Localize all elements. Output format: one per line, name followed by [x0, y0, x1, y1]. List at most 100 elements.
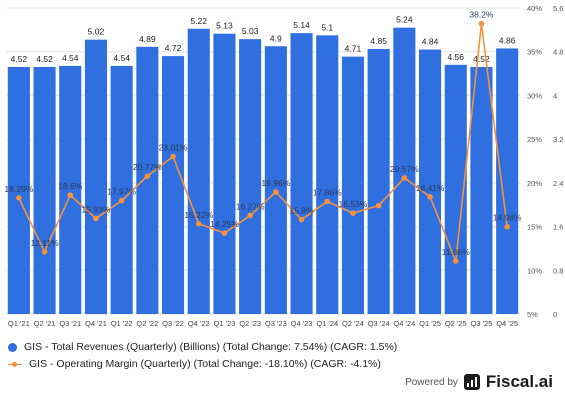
revenue-bar [239, 39, 262, 315]
revenue-bar-label: 4.71 [345, 44, 362, 54]
revenue-bar-label: 4.84 [422, 37, 439, 47]
legend-margin-label: GIS - Operating Margin (Quarterly) (Tota… [29, 358, 381, 370]
margin-point-label: 15.8% [289, 206, 314, 216]
x-tick-label: Q4 '24 [393, 319, 415, 328]
gridlines [6, 7, 520, 315]
legend-margin[interactable]: GIS - Operating Margin (Quarterly) (Tota… [8, 358, 381, 370]
fiscal-logo-icon [463, 374, 480, 390]
x-tick-label: Q4 '21 [85, 319, 107, 328]
revenue-bars [7, 27, 519, 315]
revenue-bar [367, 48, 390, 314]
revenue-bar-label: 4.89 [139, 34, 156, 44]
margin-point-label: 18.96% [261, 178, 290, 188]
margin-point-label: 18.41% [416, 183, 445, 193]
margin-point [247, 212, 253, 219]
margin-point [93, 215, 99, 222]
revenue-axis-tick: 3.2 [553, 135, 563, 144]
revenue-axis-tick: 0 [553, 310, 557, 319]
x-axis-ticks: Q1 '21 Q2 '21 Q3 '21 Q4 '21 Q1 '22 Q2 '22 Q3 '… [8, 319, 518, 328]
revenue-bar [187, 28, 210, 315]
revenue-bar [161, 56, 185, 314]
revenue-axis-ticks: 0 0.8 1.6 2.4 3.2 4 4.8 5.6 [553, 4, 563, 319]
margin-axis-tick: 10% [527, 266, 542, 275]
revenue-bar [84, 39, 108, 314]
margin-point [350, 210, 356, 216]
x-tick-label: Q3 '22 [162, 319, 184, 328]
revenue-bar [33, 67, 56, 314]
legend-margin-swatch [8, 360, 22, 369]
revenue-bar [7, 67, 30, 314]
revenue-bar-label: 5.13 [216, 21, 233, 31]
margin-line [16, 20, 510, 264]
margin-point-label: 12.11% [30, 238, 59, 248]
x-tick-label: Q2 '25 [445, 319, 467, 328]
margin-point [452, 258, 459, 264]
margin-point [118, 197, 125, 204]
revenue-bar [290, 33, 313, 315]
revenue-bar [470, 67, 493, 314]
margin-point-label: 11.06% [442, 247, 471, 257]
margin-point-label: 18.6% [58, 181, 83, 191]
margin-point [16, 195, 22, 201]
revenue-bar-labels: 4.52 4.52 4.54 5.02 4.54 4.89 4.72 5.22 5.13 5.03… [11, 15, 516, 64]
margin-point-label: 20.77% [133, 162, 162, 172]
revenue-bar [393, 27, 416, 315]
revenue-bar-label: 4.86 [499, 35, 516, 45]
margin-point-label: 14.98% [493, 213, 522, 223]
revenue-bar [316, 35, 339, 314]
margin-point [401, 175, 408, 181]
margin-point [273, 189, 279, 195]
revenue-bar [110, 65, 133, 315]
revenue-axis-tick: 1.6 [553, 223, 563, 232]
revenue-bar-label: 4.56 [447, 52, 464, 62]
revenue-bar [136, 46, 159, 315]
revenue-bar [444, 64, 467, 314]
margin-axis-tick: 5% [527, 310, 538, 319]
margin-axis-tick: 15% [527, 223, 542, 232]
margin-point-label: 15.32% [184, 210, 213, 220]
margin-point-label: 38.2% [469, 10, 494, 20]
margin-point [324, 198, 331, 205]
revenue-bar-label: 5.02 [88, 27, 105, 37]
margin-point-label: 15.93% [82, 204, 111, 214]
margin-point [298, 216, 305, 223]
margin-point-label: 16.27% [236, 201, 265, 211]
legend-revenue-swatch [8, 342, 17, 352]
margin-axis-tick: 40% [527, 4, 542, 13]
margin-point-label: 14.25% [210, 219, 239, 229]
revenue-axis-tick: 0.8 [553, 266, 563, 275]
margin-point-label: 17.86% [313, 188, 342, 198]
margin-point-label: 17.97% [107, 187, 136, 197]
x-tick-label: Q3 '25 [471, 319, 493, 328]
x-tick-label: Q2 '21 [34, 319, 56, 328]
margin-axis-ticks: 5% 10% 15% 20% 25% 30% 35% 40% [527, 4, 542, 319]
revenue-bar-label: 4.54 [113, 53, 130, 63]
margin-point [170, 153, 176, 160]
margin-point [504, 223, 510, 230]
revenue-bar [496, 48, 519, 314]
x-tick-label: Q4 '25 [496, 319, 518, 328]
x-tick-label: Q4 '23 [291, 319, 313, 328]
x-tick-label: Q1 '25 [419, 319, 441, 328]
legend-revenue[interactable]: GIS - Total Revenues (Quarterly) (Billio… [8, 341, 397, 353]
revenue-bar-label: 5.14 [293, 20, 310, 30]
footer-branding[interactable]: Powered by Fiscal.ai [405, 372, 553, 392]
margin-point-label: 20.57% [390, 164, 419, 174]
revenue-axis-tick: 4.8 [553, 48, 563, 57]
x-tick-label: Q2 '22 [136, 319, 158, 328]
revenue-bar-label: 4.52 [473, 54, 490, 64]
revenue-bar-label: 4.52 [11, 54, 28, 64]
revenue-axis-tick: 4 [553, 91, 557, 100]
revenue-bar [59, 65, 82, 315]
legend-revenue-label: GIS - Total Revenues (Quarterly) (Billio… [24, 341, 398, 353]
x-tick-label: Q2 '24 [342, 319, 364, 328]
x-tick-label: Q3 '24 [368, 319, 390, 328]
margin-point [221, 230, 228, 236]
x-tick-label: Q4 '22 [188, 319, 210, 328]
revenue-bar-label: 4.52 [36, 54, 53, 64]
powered-by-text: Powered by [405, 376, 458, 388]
margin-point [375, 202, 382, 209]
revenue-bar [418, 49, 442, 315]
revenue-bar-label: 5.03 [242, 26, 259, 36]
